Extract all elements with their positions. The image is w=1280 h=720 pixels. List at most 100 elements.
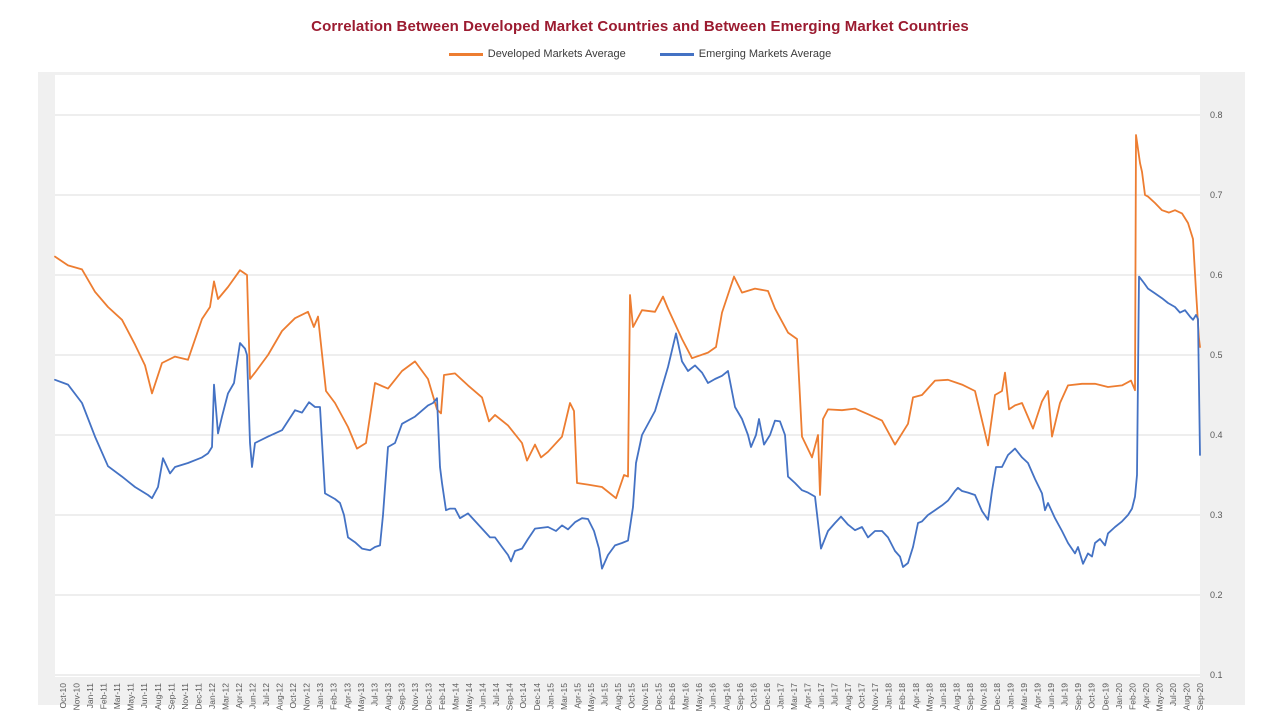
x-tick-label: May-15 <box>586 683 596 712</box>
x-tick-label: Nov-13 <box>410 683 420 711</box>
y-tick-label: 0.7 <box>1210 190 1223 200</box>
x-tick-label: Nov-11 <box>180 683 190 710</box>
developed-series-line <box>54 134 1201 500</box>
x-tick-label: Sep-16 <box>735 683 745 711</box>
x-tick-label: Apr-19 <box>1033 683 1043 709</box>
x-tick-label: Mar-11 <box>112 683 122 710</box>
x-tick-label: Jul-13 <box>369 683 379 706</box>
x-tick-label: May-20 <box>1154 683 1164 712</box>
x-tick-label: Jan-20 <box>1114 683 1124 709</box>
y-tick-label: 0.3 <box>1210 510 1223 520</box>
x-tick-label: Dec-14 <box>532 683 542 711</box>
y-tick-label: 0.4 <box>1210 430 1223 440</box>
x-tick-label: Apr-15 <box>572 683 582 709</box>
x-tick-label: Nov-18 <box>978 683 988 711</box>
x-tick-label: Oct-16 <box>748 683 758 709</box>
x-tick-label: Aug-20 <box>1181 683 1191 711</box>
x-tick-label: Aug-13 <box>383 683 393 711</box>
x-tick-label: Apr-20 <box>1141 683 1151 709</box>
x-tick-label: Feb-20 <box>1127 683 1137 710</box>
x-tick-label: Jul-17 <box>830 683 840 706</box>
y-tick-label: 0.1 <box>1210 670 1223 680</box>
y-tick-label: 0.6 <box>1210 270 1223 280</box>
chart-title: Correlation Between Developed Market Cou… <box>311 18 969 35</box>
x-tick-label: Oct-17 <box>857 683 867 709</box>
x-tick-label: Dec-18 <box>992 683 1002 711</box>
x-tick-label: Oct-10 <box>58 683 68 709</box>
x-tick-label: Feb-18 <box>897 683 907 710</box>
x-tick-label: Dec-19 <box>1100 683 1110 711</box>
x-tick-label: May-18 <box>924 683 934 712</box>
x-tick-label: Jun-16 <box>708 683 718 709</box>
x-tick-label: Sep-20 <box>1195 683 1205 711</box>
x-tick-label: May-16 <box>694 683 704 712</box>
x-tick-label: Sep-19 <box>1073 683 1083 711</box>
x-tick-label: Aug-17 <box>843 683 853 711</box>
x-tick-label: Dec-16 <box>762 683 772 711</box>
y-tick-label: 0.2 <box>1210 590 1223 600</box>
x-tick-label: Dec-11 <box>193 683 203 710</box>
x-tick-label: Nov-10 <box>72 683 82 711</box>
x-tick-label: Oct-19 <box>1087 683 1097 709</box>
emerging-series-swatch-icon <box>659 52 694 56</box>
x-tick-label: Mar-16 <box>681 683 691 710</box>
x-tick-label: Jul-12 <box>261 683 271 706</box>
x-tick-label: Sep-14 <box>505 683 515 711</box>
legend-item-emerging: Emerging Markets Average <box>659 48 832 60</box>
y-tick-label: 0.8 <box>1210 110 1223 120</box>
x-tick-label: Jun-18 <box>938 683 948 709</box>
x-tick-label: Feb-11 <box>99 683 109 710</box>
x-tick-label: Jan-18 <box>884 683 894 709</box>
x-tick-label: Aug-16 <box>721 683 731 711</box>
x-tick-label: Feb-16 <box>667 683 677 710</box>
x-tick-label: Jun-12 <box>248 683 258 709</box>
x-tick-label: Jan-12 <box>207 683 217 709</box>
x-tick-label: Aug-15 <box>613 683 623 711</box>
x-tick-label: Aug-11 <box>153 683 163 710</box>
x-tick-label: Sep-11 <box>166 683 176 710</box>
x-tick-label: Sep-13 <box>396 683 406 711</box>
x-tick-label: Jul-19 <box>1060 683 1070 706</box>
x-tick-label: Oct-12 <box>288 683 298 709</box>
legend-item-developed: Developed Markets Average <box>448 48 626 60</box>
x-tick-label: Mar-14 <box>451 683 461 710</box>
x-tick-label: Jan-15 <box>545 683 555 709</box>
x-tick-label: Dec-13 <box>423 683 433 711</box>
x-tick-label: May-14 <box>464 683 474 712</box>
chart-legend: Developed Markets Average Emerging Marke… <box>0 48 1280 60</box>
x-tick-label: Jul-20 <box>1168 683 1178 706</box>
x-tick-label: Mar-19 <box>1019 683 1029 710</box>
y-tick-label: 0.5 <box>1210 350 1223 360</box>
x-tick-label: Feb-13 <box>329 683 339 710</box>
x-tick-label: Jul-14 <box>491 683 501 706</box>
x-tick-label: May-13 <box>356 683 366 712</box>
x-tick-label: Jan-19 <box>1006 683 1016 709</box>
x-tick-label: Aug-18 <box>951 683 961 711</box>
x-tick-label: Dec-15 <box>654 683 664 711</box>
developed-series-swatch-icon <box>448 52 483 56</box>
x-tick-label: Jan-17 <box>775 683 785 709</box>
x-tick-label: Jan-11 <box>85 683 95 709</box>
x-tick-label: Mar-12 <box>220 683 230 710</box>
x-tick-label: Nov-17 <box>870 683 880 711</box>
x-tick-label: Jun-19 <box>1046 683 1056 709</box>
emerging-series-line <box>54 275 1201 570</box>
x-tick-label: Apr-17 <box>802 683 812 709</box>
x-tick-label: Feb-14 <box>437 683 447 710</box>
x-tick-label: Jun-14 <box>478 683 488 709</box>
plot-area <box>55 75 1200 677</box>
x-tick-label: Jun-17 <box>816 683 826 709</box>
x-tick-label: Oct-14 <box>518 683 528 709</box>
legend-label-developed: Developed Markets Average <box>487 48 626 60</box>
legend-label-emerging: Emerging Markets Average <box>698 48 832 60</box>
x-tick-label: Mar-15 <box>559 683 569 710</box>
x-tick-label: Jul-15 <box>599 683 609 706</box>
x-tick-label: Oct-15 <box>627 683 637 709</box>
x-tick-label: Nov-15 <box>640 683 650 711</box>
x-tick-label: Apr-12 <box>234 683 244 709</box>
x-tick-label: Mar-17 <box>789 683 799 710</box>
x-tick-label: Aug-12 <box>275 683 285 711</box>
x-tick-label: Apr-13 <box>342 683 352 709</box>
